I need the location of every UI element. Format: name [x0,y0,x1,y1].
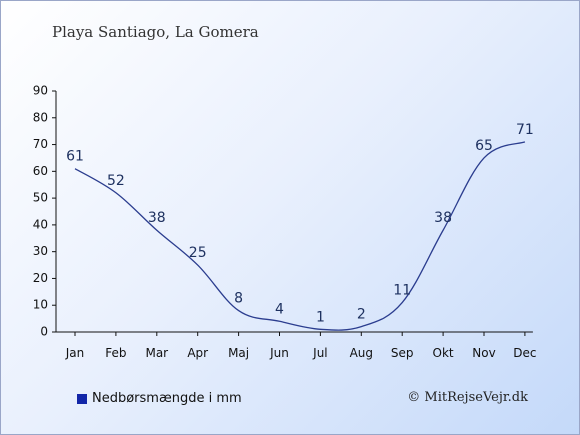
data-label: 11 [393,283,411,299]
y-tick-label: 20 [33,271,48,285]
x-tick-label: Dec [513,346,536,360]
y-tick-label: 40 [33,217,48,231]
data-label: 2 [357,307,366,323]
y-tick-label: 90 [33,84,48,98]
data-label: 4 [275,301,284,317]
x-tick-label: Jun [269,346,289,360]
data-label: 8 [234,291,243,307]
x-tick-label: Nov [472,346,495,360]
y-tick-label: 30 [33,244,48,258]
x-tick-label: Mar [145,346,168,360]
x-tick-label: Jan [65,346,85,360]
data-label: 71 [516,122,534,138]
y-tick-label: 0 [40,325,48,339]
x-tick-label: Okt [433,346,454,360]
data-label: 38 [148,210,166,226]
copyright-credit: © MitRejseVejr.dk [407,390,528,405]
chart-title: Playa Santiago, La Gomera [52,23,259,41]
data-label: 65 [475,138,493,154]
y-tick-label: 80 [33,110,48,124]
data-label: 1 [316,309,325,325]
x-tick-label: Sep [391,346,414,360]
legend: Nedbørsmængde i mm [77,391,242,406]
x-tick-label: Feb [105,346,126,360]
y-tick-label: 60 [33,164,48,178]
x-tick-label: Jul [312,346,327,360]
y-tick-label: 50 [33,191,48,205]
legend-swatch [77,393,87,404]
data-label: 61 [66,149,84,165]
x-tick-label: Maj [228,346,249,360]
data-label: 25 [189,245,207,261]
x-tick-label: Apr [187,346,208,360]
x-tick-label: Aug [350,346,373,360]
y-tick-label: 70 [33,137,48,151]
y-tick-label: 10 [33,298,48,312]
data-label: 52 [107,173,125,189]
data-label: 38 [434,210,452,226]
series-line [74,141,526,331]
legend-label: Nedbørsmængde i mm [92,391,242,406]
